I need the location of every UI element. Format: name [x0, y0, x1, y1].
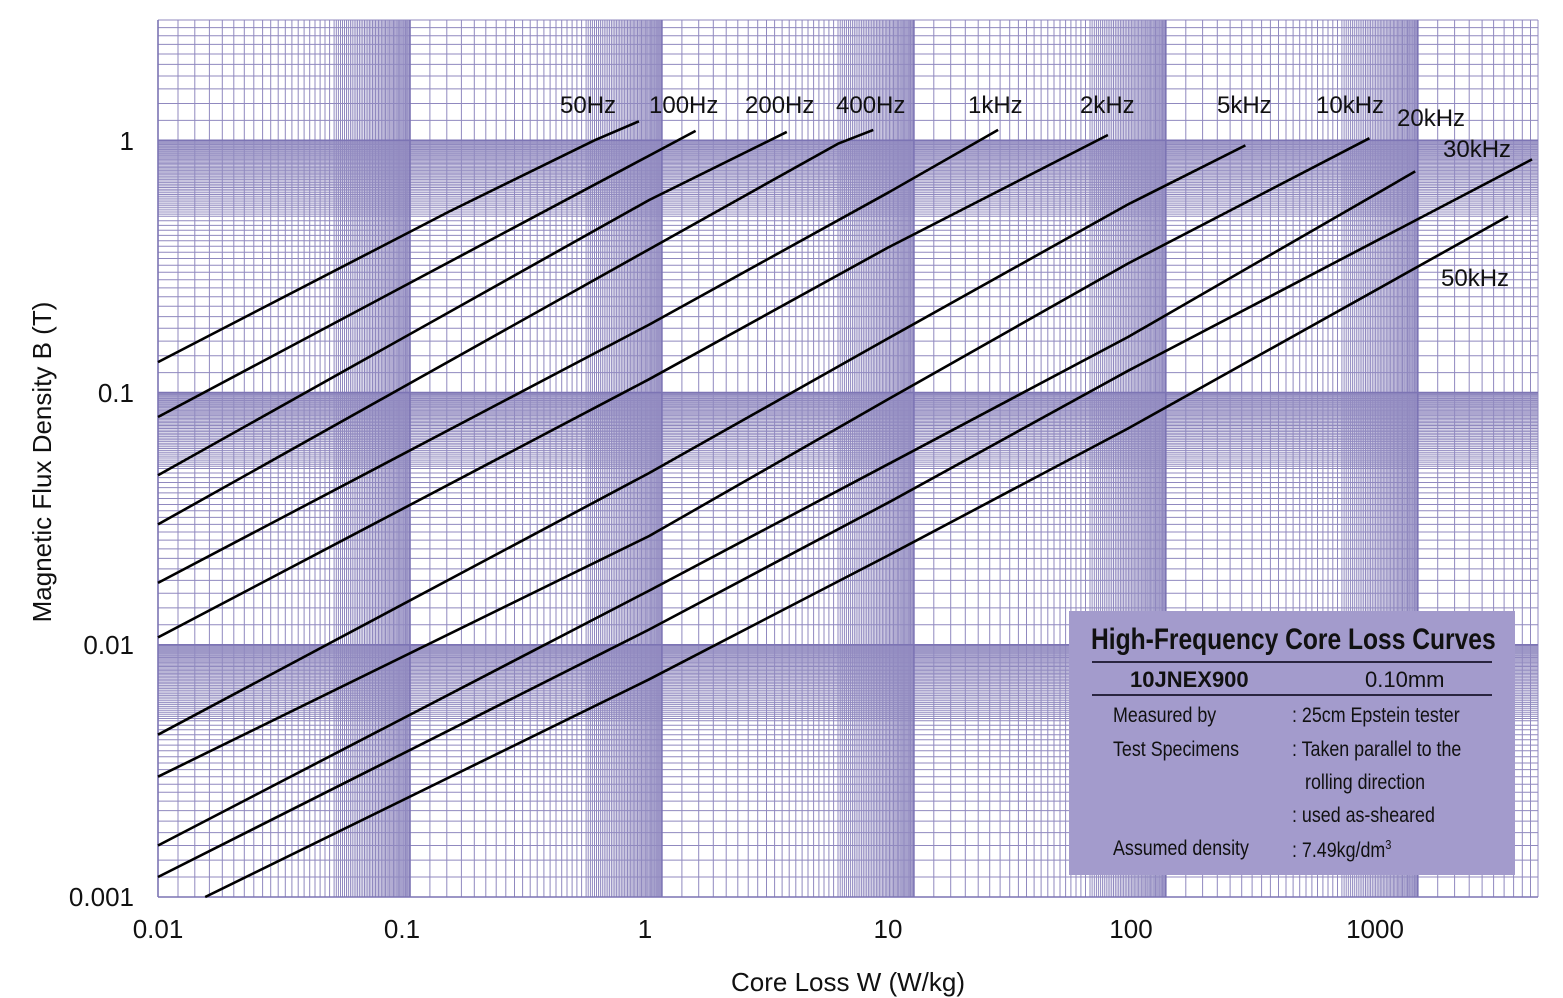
density-value: : 7.49kg/dm	[1292, 839, 1386, 862]
divider	[1092, 661, 1492, 663]
curve-labels: 50Hz 100Hz 200Hz 400Hz 1kHz 2kHz 5kHz 10kHz 20kH…	[560, 92, 1511, 292]
info-box-title: High-Frequency Core Loss Curves	[1091, 623, 1496, 656]
curve-50kHz	[204, 215, 1509, 899]
curve-100Hz	[157, 129, 697, 419]
curve-20kHz	[157, 170, 1416, 847]
superscript: 3	[1385, 837, 1392, 852]
y-tick-label: 1	[120, 126, 134, 156]
y-tick-label: 0.1	[98, 378, 134, 408]
curve-200Hz	[157, 130, 788, 477]
info-value: : used as-sheared	[1292, 804, 1435, 827]
curve-1kHz	[157, 128, 999, 585]
x-tick-label: 0.1	[384, 914, 420, 944]
x-tick-label: 10	[874, 914, 903, 944]
curve-label-200Hz: 200Hz	[745, 92, 814, 119]
divider	[1092, 694, 1492, 696]
minor-grid-lines	[158, 19, 1539, 897]
curve-label-10kHz: 10kHz	[1316, 92, 1384, 119]
x-tick-label: 100	[1109, 914, 1152, 944]
grade: 10JNEX900	[1130, 667, 1249, 692]
x-axis-title: Core Loss W (W/kg)	[731, 967, 965, 997]
info-label: Test Specimens	[1113, 738, 1239, 761]
thickness: 0.10mm	[1365, 667, 1445, 692]
x-tick-label: 1000	[1346, 914, 1404, 944]
curve-label-100Hz: 100Hz	[649, 92, 718, 119]
curve-label-20kHz: 20kHz	[1397, 105, 1465, 132]
y-tick-label: 0.01	[83, 630, 134, 660]
major-grid-lines	[157, 20, 1538, 898]
x-tick-label: 1	[638, 914, 652, 944]
info-value: : 7.49kg/dm3	[1292, 837, 1391, 863]
y-tick-label: 0.001	[69, 882, 134, 912]
info-label: Assumed density	[1113, 837, 1249, 860]
log-grid	[157, 19, 1539, 898]
info-value: : Taken parallel to the	[1292, 738, 1462, 761]
curve-400Hz	[157, 128, 874, 526]
y-axis-title: Magnetic Flux Density B (T)	[27, 302, 57, 623]
curve-label-2kHz: 2kHz	[1080, 92, 1135, 119]
info-box: High-Frequency Core Loss Curves 10JNEX90…	[1069, 611, 1515, 875]
info-value: rolling direction	[1305, 771, 1426, 794]
curve-label-5kHz: 5kHz	[1217, 92, 1272, 119]
curve-10kHz	[157, 137, 1371, 778]
curve-2kHz	[157, 133, 1109, 639]
x-tick-label: 0.01	[133, 914, 184, 944]
curve-label-400Hz: 400Hz	[836, 92, 905, 119]
info-value: : 25cm Epstein tester	[1292, 704, 1460, 727]
curve-label-50Hz: 50Hz	[560, 92, 616, 119]
curve-label-1kHz: 1kHz	[968, 92, 1023, 119]
curve-5kHz	[157, 144, 1246, 736]
info-label: Measured by	[1113, 704, 1217, 727]
curve-label-30kHz: 30kHz	[1443, 136, 1511, 163]
curve-50Hz	[157, 120, 640, 364]
curves	[157, 120, 1533, 899]
curve-label-50kHz: 50kHz	[1441, 265, 1509, 292]
curve-30kHz	[157, 158, 1533, 879]
